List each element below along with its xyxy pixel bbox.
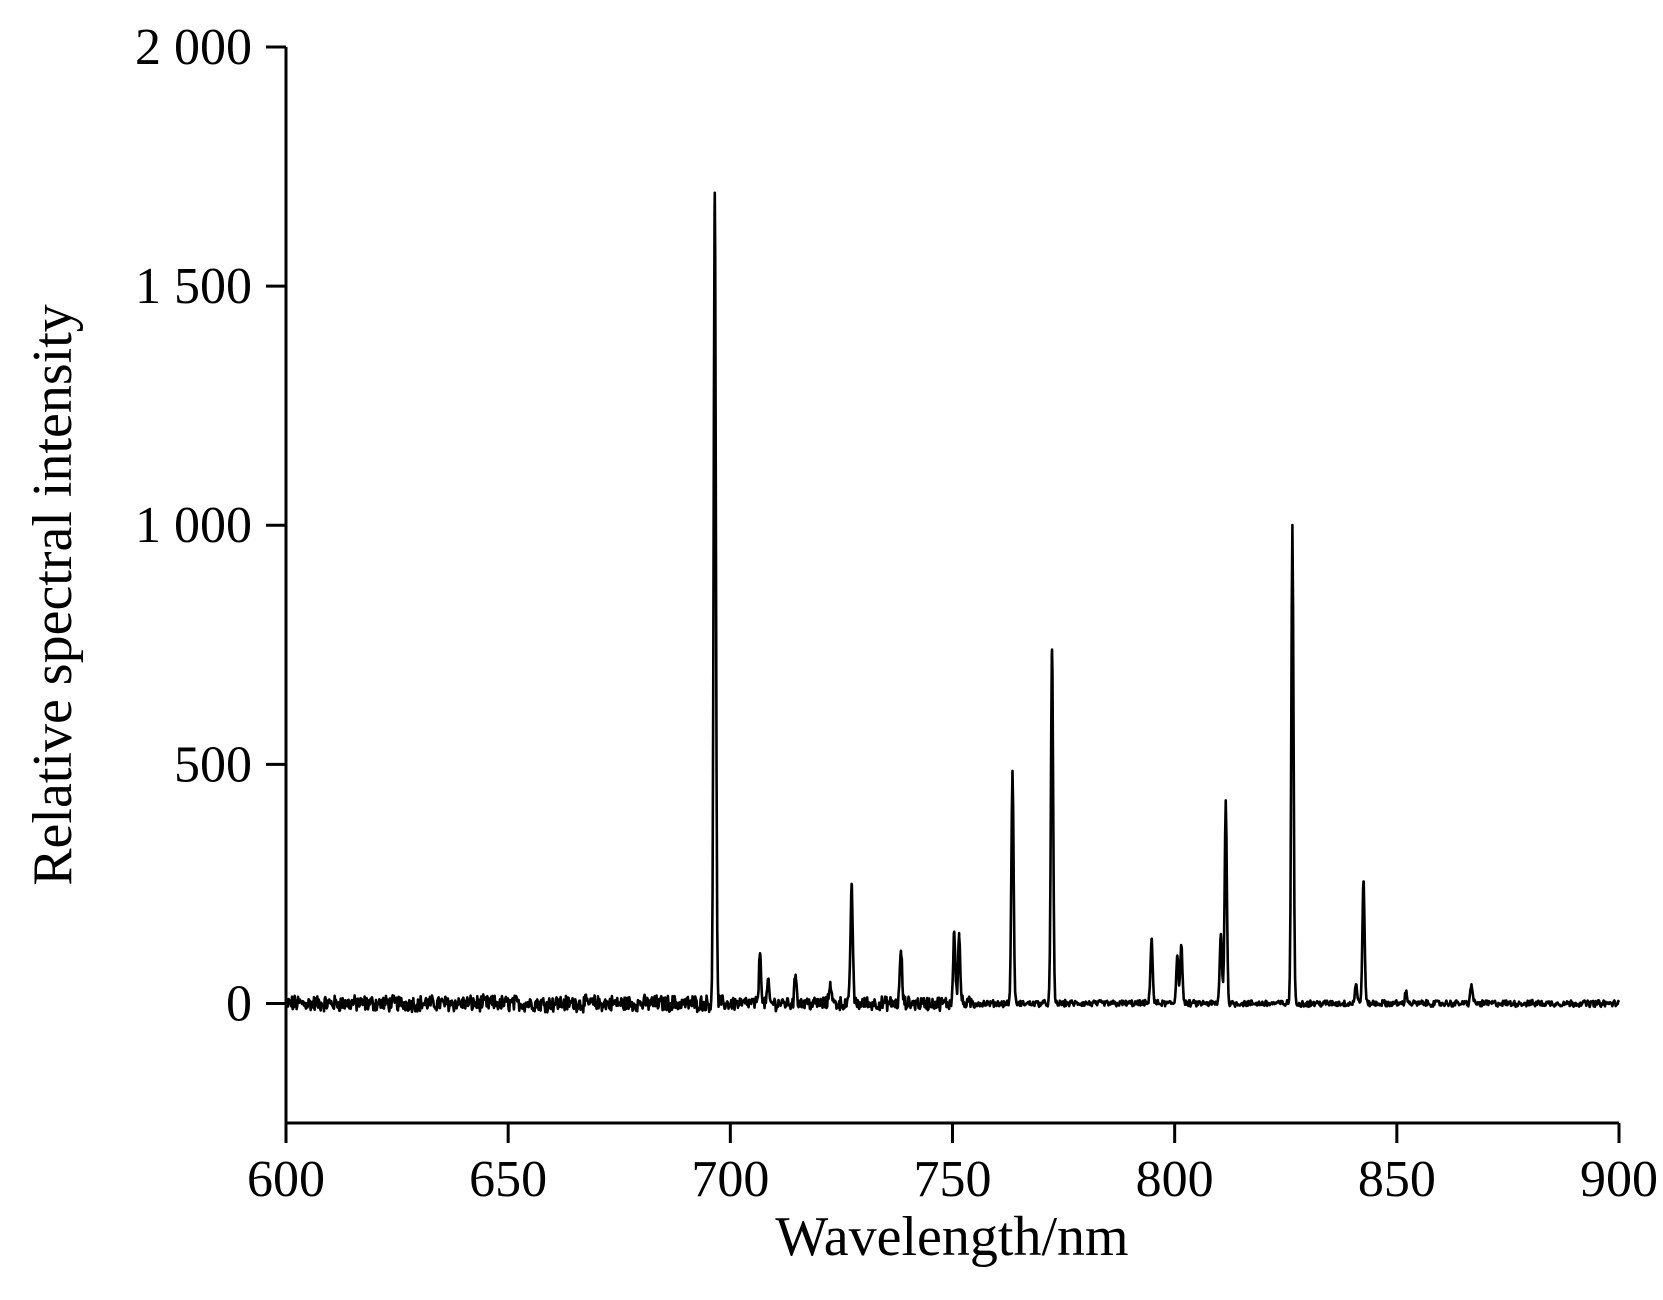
x-tick-label: 600 xyxy=(247,1151,325,1208)
peak-point xyxy=(851,883,852,884)
y-ticks: 0 500 1 000 1 500 2 000 xyxy=(135,19,286,1032)
peak-point xyxy=(714,192,715,193)
peak-point xyxy=(830,981,831,982)
peak-point xyxy=(768,984,769,985)
x-tick-label: 650 xyxy=(469,1151,547,1208)
peak-point xyxy=(1220,934,1221,935)
y-tick-label: 0 xyxy=(226,975,252,1032)
y-axis-title: Relative spectral intensity xyxy=(22,304,84,886)
series xyxy=(284,191,1621,1014)
peak-point xyxy=(1292,527,1293,528)
x-tick-label: 850 xyxy=(1358,1151,1436,1208)
y-tick-label: 2 000 xyxy=(135,19,252,76)
x-tick-label: 900 xyxy=(1580,1151,1658,1208)
x-tick-label: 750 xyxy=(914,1151,992,1208)
peak-point xyxy=(959,936,960,937)
y-tick-label: 1 000 xyxy=(135,497,252,554)
peak-point xyxy=(1406,991,1407,992)
axes xyxy=(284,47,1619,1125)
peak-point xyxy=(1052,649,1053,650)
spectrum-line xyxy=(284,191,1621,1014)
x-tick-label: 700 xyxy=(691,1151,769,1208)
peak-point xyxy=(954,931,955,932)
x-tick-label: 800 xyxy=(1136,1151,1214,1208)
peak-point xyxy=(1363,881,1364,882)
y-tick-label: 500 xyxy=(174,736,252,793)
peak-point xyxy=(795,974,796,975)
y-tick-label: 1 500 xyxy=(135,258,252,315)
x-axis-title: Wavelength/nm xyxy=(775,1206,1128,1268)
peak-point xyxy=(1151,938,1152,939)
peak-point xyxy=(1471,984,1472,985)
peak-point xyxy=(900,950,901,951)
peak-point xyxy=(760,953,761,954)
peak-point xyxy=(1355,984,1356,985)
peak-point xyxy=(1012,771,1013,772)
peak-point xyxy=(1177,955,1178,956)
peak-point xyxy=(1225,802,1226,803)
x-ticks: 600 650 700 750 800 850 900 xyxy=(247,1123,1658,1208)
peak-point xyxy=(1181,946,1182,947)
